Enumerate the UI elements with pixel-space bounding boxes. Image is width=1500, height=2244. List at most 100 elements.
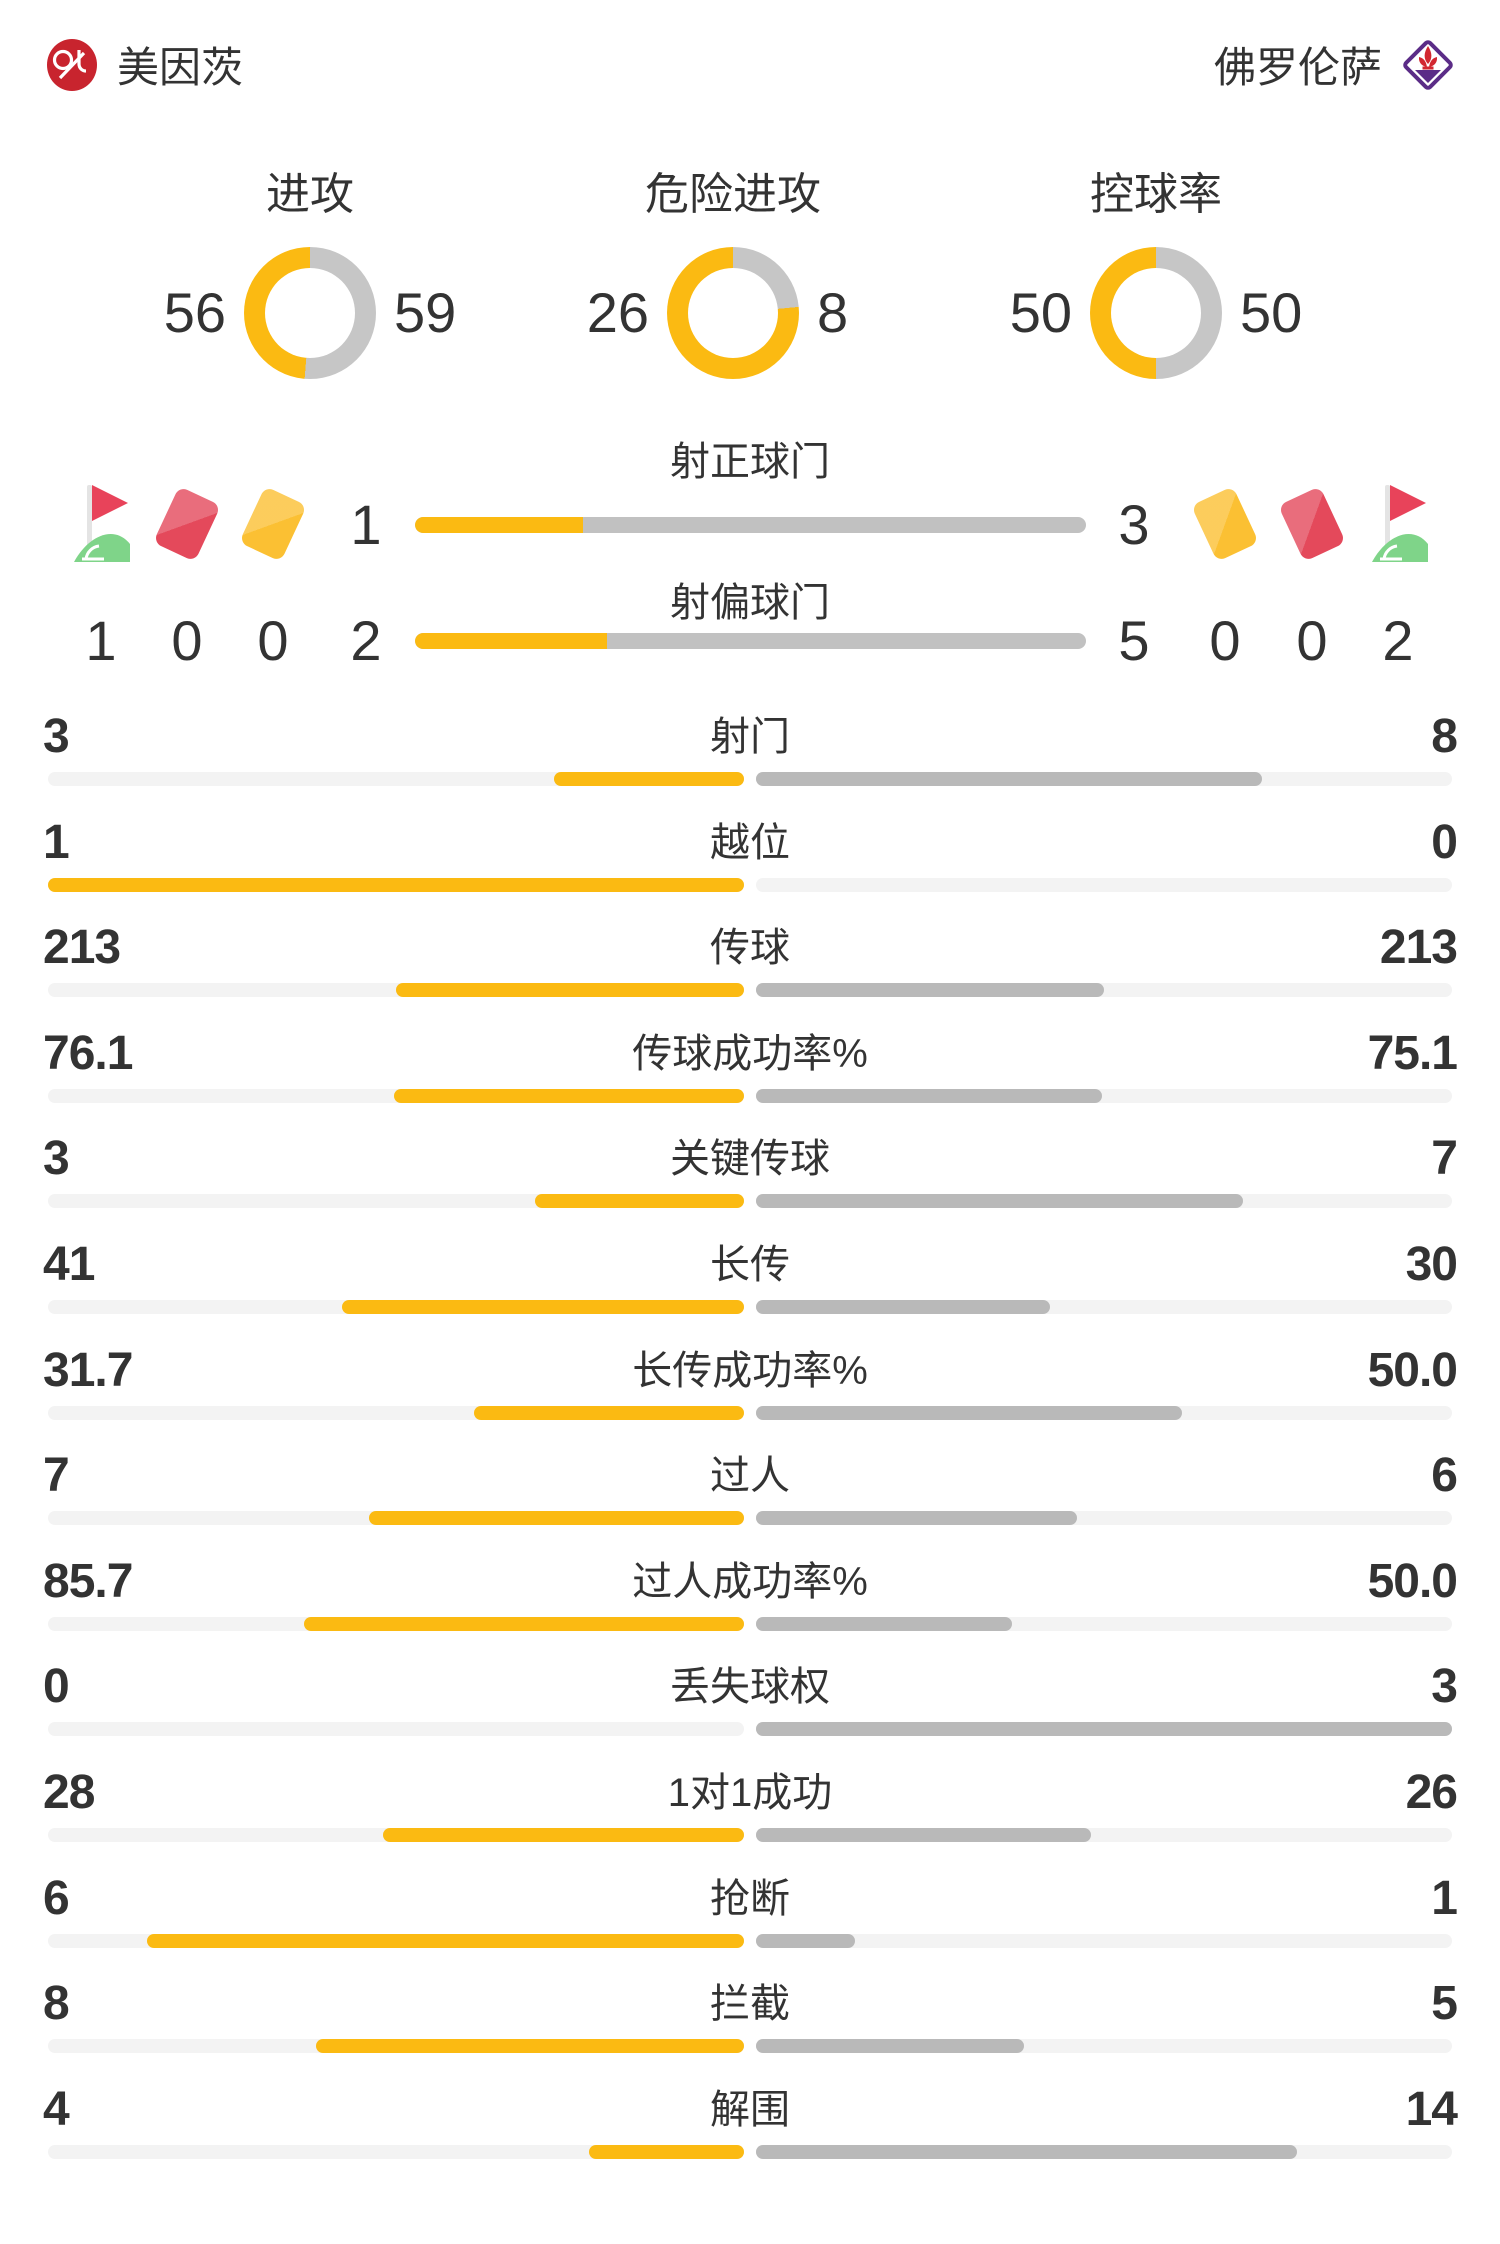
home-bar-track — [48, 1405, 744, 1420]
away-bar-track — [756, 1827, 1452, 1842]
away-bar-track — [756, 1616, 1452, 1631]
home-bar-track — [48, 1827, 744, 1842]
stat-label: 解围 — [710, 2087, 790, 2132]
home-bar-fill — [589, 2144, 744, 2159]
home-bar-fill — [383, 1827, 744, 1842]
donut-home-value: 56 — [163, 281, 226, 344]
stat-row: 28 1对1成功 26 — [0, 1756, 1500, 1862]
stat-away-value: 213 — [1379, 921, 1458, 975]
stat-away-value: 5 — [1431, 1977, 1458, 2031]
home-bar-fill — [48, 877, 744, 892]
away-red-cards-count: 0 — [1296, 609, 1328, 672]
away-bar-track — [756, 1299, 1452, 1314]
home-bar-track — [48, 1616, 744, 1631]
stat-label: 长传成功率% — [632, 1348, 868, 1393]
home-bar-fill — [396, 983, 744, 998]
stat-away-value: 26 — [1405, 1765, 1458, 1819]
home-bar-track — [48, 1511, 744, 1526]
shots-on-target-away: 3 — [1118, 493, 1150, 556]
fiorentina-logo — [1403, 39, 1453, 90]
stat-home-value: 1 — [43, 815, 70, 869]
stat-label: 过人成功率% — [632, 1559, 868, 1604]
stat-home-value: 4 — [43, 2082, 70, 2136]
away-bar-track — [756, 1088, 1452, 1103]
away-bar-fill — [756, 983, 1104, 998]
stat-row: 8 拦截 5 — [0, 1967, 1500, 2073]
shots-off-target-title: 射偏球门 — [670, 581, 830, 625]
home-bar-track — [48, 2144, 744, 2159]
stat-home-value: 3 — [43, 710, 70, 763]
home-bar-track — [48, 772, 744, 786]
stat-row: 7 过人 6 — [0, 1439, 1500, 1545]
away-bar-fill — [756, 2144, 1298, 2159]
donut-home-value: 26 — [586, 281, 649, 344]
away-bar-track — [756, 1722, 1452, 1737]
red-card-icon — [1278, 486, 1346, 562]
home-bar-fill — [147, 1933, 744, 1948]
away-bar-fill — [756, 1616, 1013, 1631]
red-card-icon — [153, 486, 221, 562]
corner-flag-icon — [74, 485, 130, 562]
home-bar-track — [48, 1088, 744, 1103]
donut-chart-possession — [1090, 247, 1222, 379]
home-bar-fill — [342, 1299, 744, 1314]
stat-label: 射门 — [710, 715, 790, 759]
stat-row: 213 传球 213 — [0, 911, 1500, 1017]
away-team-name: 佛罗伦萨 — [1213, 44, 1382, 91]
corner-flag-icon — [1372, 485, 1428, 562]
away-bar-track — [756, 2144, 1452, 2159]
away-bar-fill — [756, 1511, 1078, 1526]
donut-away-value: 50 — [1240, 281, 1303, 344]
stat-label: 抢断 — [710, 1876, 790, 1921]
donut-home-value: 50 — [1009, 281, 1072, 344]
donut-away-value: 8 — [817, 281, 849, 344]
donut-title: 危险进攻 — [645, 170, 821, 219]
away-bar-fill — [756, 1827, 1092, 1842]
stat-row: 3 关键传球 7 — [0, 1122, 1500, 1228]
stat-home-value: 7 — [43, 1449, 70, 1503]
stat-away-value: 75.1 — [1367, 1026, 1458, 1080]
stat-label: 长传 — [710, 1242, 790, 1287]
home-bar-track — [48, 1194, 744, 1209]
stat-label: 越位 — [710, 820, 790, 865]
stat-away-value: 50.0 — [1367, 1554, 1458, 1608]
away-bar-track — [756, 1933, 1452, 1948]
home-bar-fill — [473, 1405, 744, 1420]
stat-home-value: 28 — [43, 1765, 95, 1819]
stat-row: 85.7 过人成功率% 50.0 — [0, 1545, 1500, 1651]
stat-label: 1对1成功 — [667, 1770, 833, 1815]
stat-away-value: 50.0 — [1367, 1343, 1458, 1397]
home-bar-fill — [554, 772, 744, 786]
away-yellow-cards-count: 0 — [1209, 609, 1241, 672]
donut-group-attacks: 进攻 56 59 — [96, 160, 524, 385]
shots-on-target-title: 射正球门 — [670, 440, 830, 484]
shots-on-target-bar — [415, 517, 1086, 533]
stat-row: 4 解围 14 — [0, 2073, 1500, 2179]
stat-label: 关键传球 — [670, 1137, 830, 1182]
donut-title: 进攻 — [266, 170, 354, 219]
stat-home-value: 213 — [43, 921, 121, 975]
shots-off-target-bar — [415, 633, 1086, 649]
home-bar-fill — [315, 2039, 744, 2054]
home-bar-fill — [369, 1511, 744, 1526]
shots-on-target-home: 1 — [350, 493, 382, 556]
away-bar-fill — [756, 1088, 1102, 1103]
donut-chart-dangerous-attacks — [667, 247, 799, 379]
stat-row: 3 射门 8 — [0, 700, 1500, 806]
away-bar-fill — [756, 1405, 1182, 1420]
home-corners-count: 1 — [85, 609, 117, 672]
home-bar-track — [48, 983, 744, 998]
stat-home-value: 41 — [43, 1237, 95, 1291]
stat-home-value: 3 — [43, 1132, 70, 1186]
shots-off-target-home: 2 — [350, 609, 382, 672]
stats-list: 3 射门 8 1 越位 0 213 传球 213 76.1 传球成功率% 75.… — [0, 700, 1500, 2178]
stat-label: 传球成功率% — [632, 1031, 868, 1076]
stat-label: 传球 — [710, 926, 790, 971]
shots-off-target-away: 5 — [1118, 609, 1150, 672]
stat-row: 31.7 长传成功率% 50.0 — [0, 1334, 1500, 1440]
away-bar-fill — [756, 1933, 856, 1948]
home-bar-track — [48, 877, 744, 892]
stat-row: 1 越位 0 — [0, 806, 1500, 912]
home-bar-fill — [304, 1616, 744, 1631]
home-bar-track — [48, 1722, 744, 1737]
